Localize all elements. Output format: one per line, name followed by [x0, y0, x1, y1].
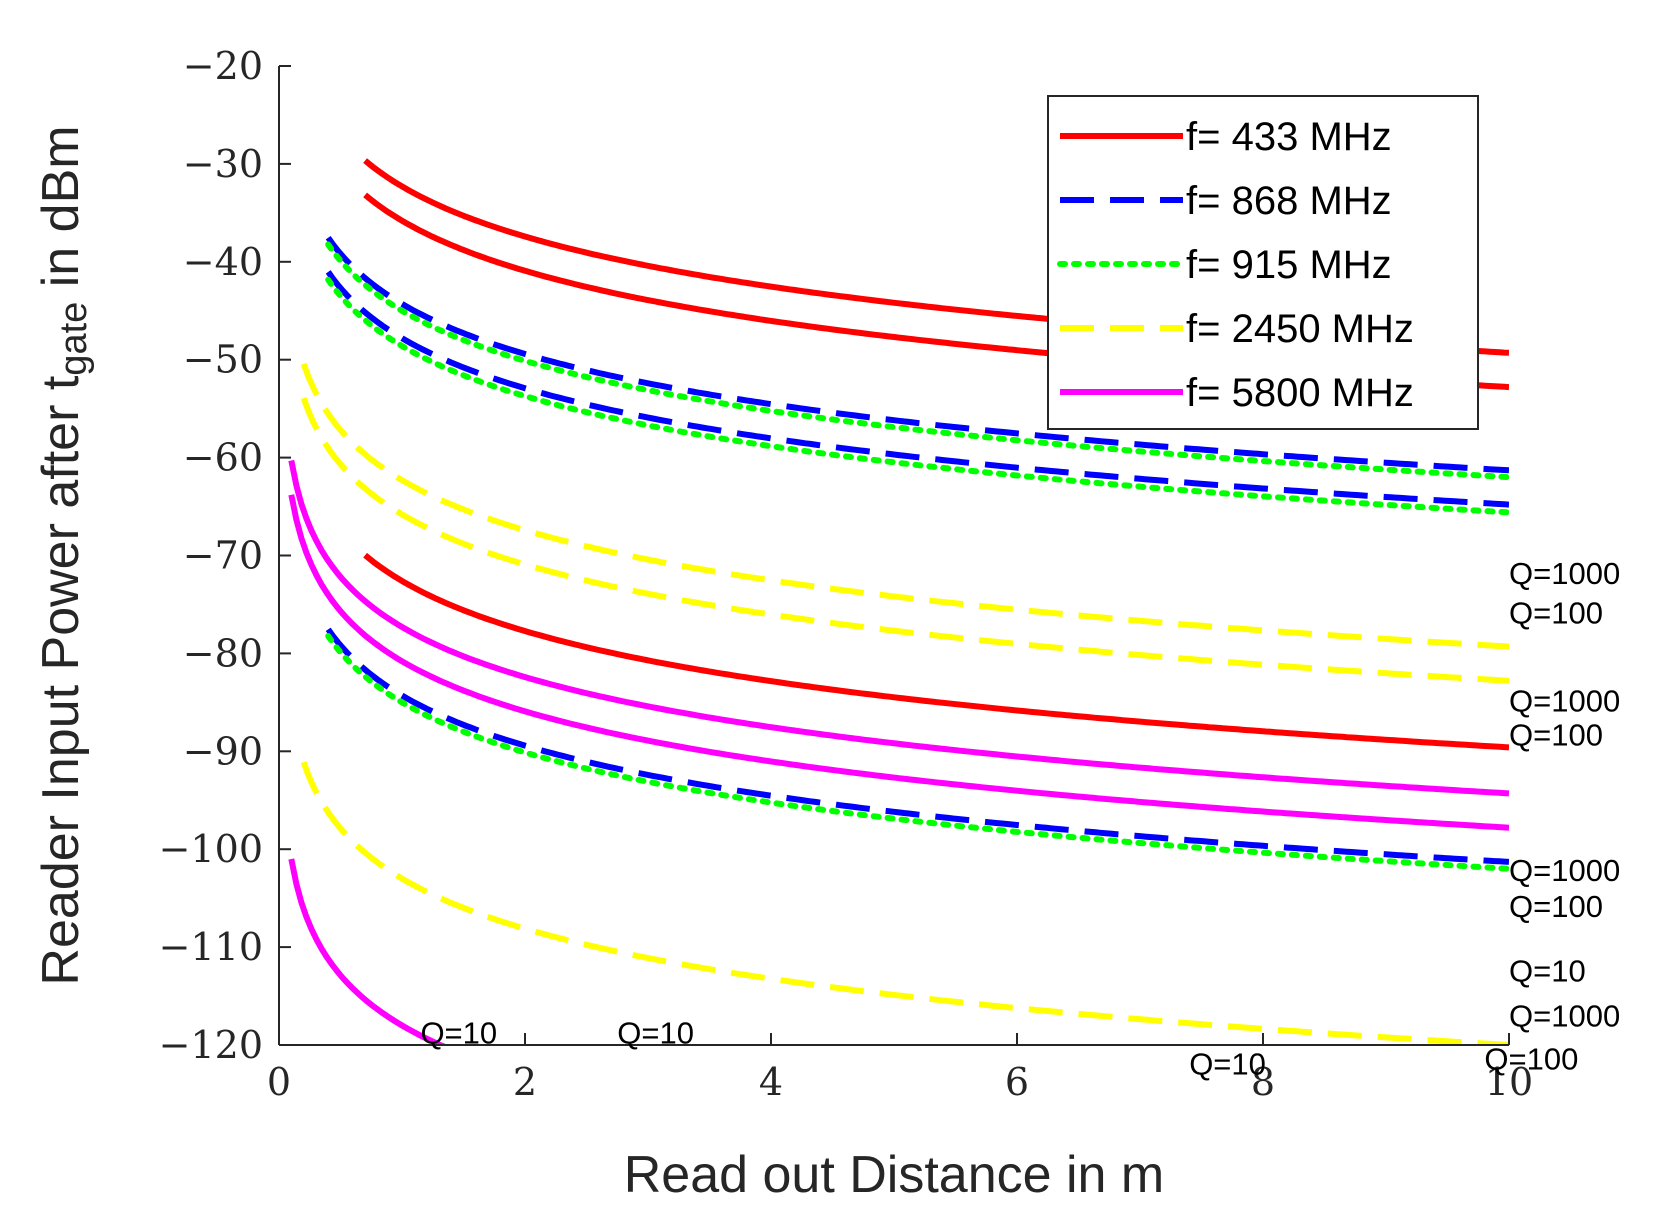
- legend: f= 433 MHz f= 868 MHz f= 915 MHz f= 2450 MH…: [1047, 95, 1479, 430]
- y-tick-label: −20: [183, 44, 263, 88]
- y-tick-label: −40: [183, 240, 263, 284]
- x-tick-label: 2: [513, 1060, 537, 1104]
- y-axis-title-subscript: gate: [53, 302, 95, 376]
- y-axis-title-suffix: in dBm: [32, 125, 90, 301]
- legend-label: f= 5800 MHz: [1186, 371, 1414, 415]
- y-tick-label: −80: [183, 631, 263, 675]
- y-tick-label: −90: [183, 729, 263, 773]
- x-tick-label: 8: [1251, 1060, 1275, 1104]
- q-annotation: Q=10: [617, 1015, 694, 1050]
- series-line-2450mhz-q1000: [300, 362, 1509, 650]
- q-annotation: Q=100: [1509, 595, 1603, 630]
- q-annotation: Q=100: [1509, 718, 1603, 753]
- y-axis-title-prefix: Reader Input Power after t: [32, 375, 90, 985]
- y-tick-label: −120: [159, 1023, 263, 1067]
- x-tick-label: 10: [1485, 1060, 1533, 1104]
- legend-label: f= 915 MHz: [1186, 243, 1392, 287]
- axes: 0 2 4 6 8 10 −20 −30 −40 −50 −60 −70 −80 −90 −100 −110…: [159, 44, 1534, 1104]
- q-annotation: Q=1000: [1509, 683, 1620, 718]
- series-line-868mhz-q1000: [325, 235, 1509, 474]
- y-axis-title: Reader Input Power after tgate in dBm: [32, 125, 95, 985]
- x-axis-title: Read out Distance in m: [624, 1146, 1165, 1204]
- annotations: Q=1000Q=100Q=1000Q=100Q=1000Q=100Q=10Q=1…: [420, 556, 1620, 1081]
- q-annotation: Q=10: [1189, 1047, 1266, 1082]
- x-ticks: 0 2 4 6 8 10: [267, 1033, 1533, 1104]
- q-annotation: Q=1000: [1509, 999, 1620, 1034]
- series-line-915mhz-q1000: [325, 241, 1509, 481]
- q-annotation: Q=100: [1484, 1042, 1578, 1077]
- q-annotation: Q=100: [1509, 889, 1603, 924]
- y-tick-label: −70: [183, 534, 263, 578]
- legend-label: f= 2450 MHz: [1186, 307, 1414, 351]
- x-tick-label: 6: [1005, 1060, 1029, 1104]
- series-line-868mhz-q100: [325, 270, 1509, 508]
- x-tick-label: 0: [267, 1060, 291, 1104]
- series-line-5800mhz-q1000: [288, 459, 1509, 797]
- series-line-5800mhz-q100: [288, 494, 1509, 831]
- series-layer: [288, 158, 1509, 1045]
- q-annotation: Q=10: [1509, 954, 1586, 989]
- series-line-2450mhz-q10: [300, 761, 1509, 1045]
- legend-items: f= 433 MHz f= 868 MHz f= 915 MHz f= 2450 MH…: [1057, 115, 1414, 415]
- series-line-915mhz-q10: [325, 633, 1509, 872]
- q-annotation: Q=10: [420, 1015, 497, 1050]
- series-line-915mhz-q100: [325, 276, 1509, 516]
- series-line-2450mhz-q100: [300, 397, 1509, 684]
- y-tick-label: −100: [159, 827, 263, 871]
- y-tick-label: −50: [183, 338, 263, 382]
- legend-label: f= 868 MHz: [1186, 179, 1392, 223]
- y-tick-label: −60: [183, 436, 263, 480]
- y-tick-label: −110: [159, 925, 263, 969]
- series-line-868mhz-q10: [325, 627, 1509, 865]
- series-line-433mhz-q10: [363, 552, 1509, 751]
- y-tick-label: −30: [183, 142, 263, 186]
- legend-label: f= 433 MHz: [1186, 115, 1392, 159]
- x-tick-label: 4: [759, 1060, 783, 1104]
- y-ticks: −20 −30 −40 −50 −60 −70 −80 −90 −100 −110 −120: [159, 44, 291, 1067]
- q-annotation: Q=1000: [1509, 853, 1620, 888]
- q-annotation: Q=1000: [1509, 556, 1620, 591]
